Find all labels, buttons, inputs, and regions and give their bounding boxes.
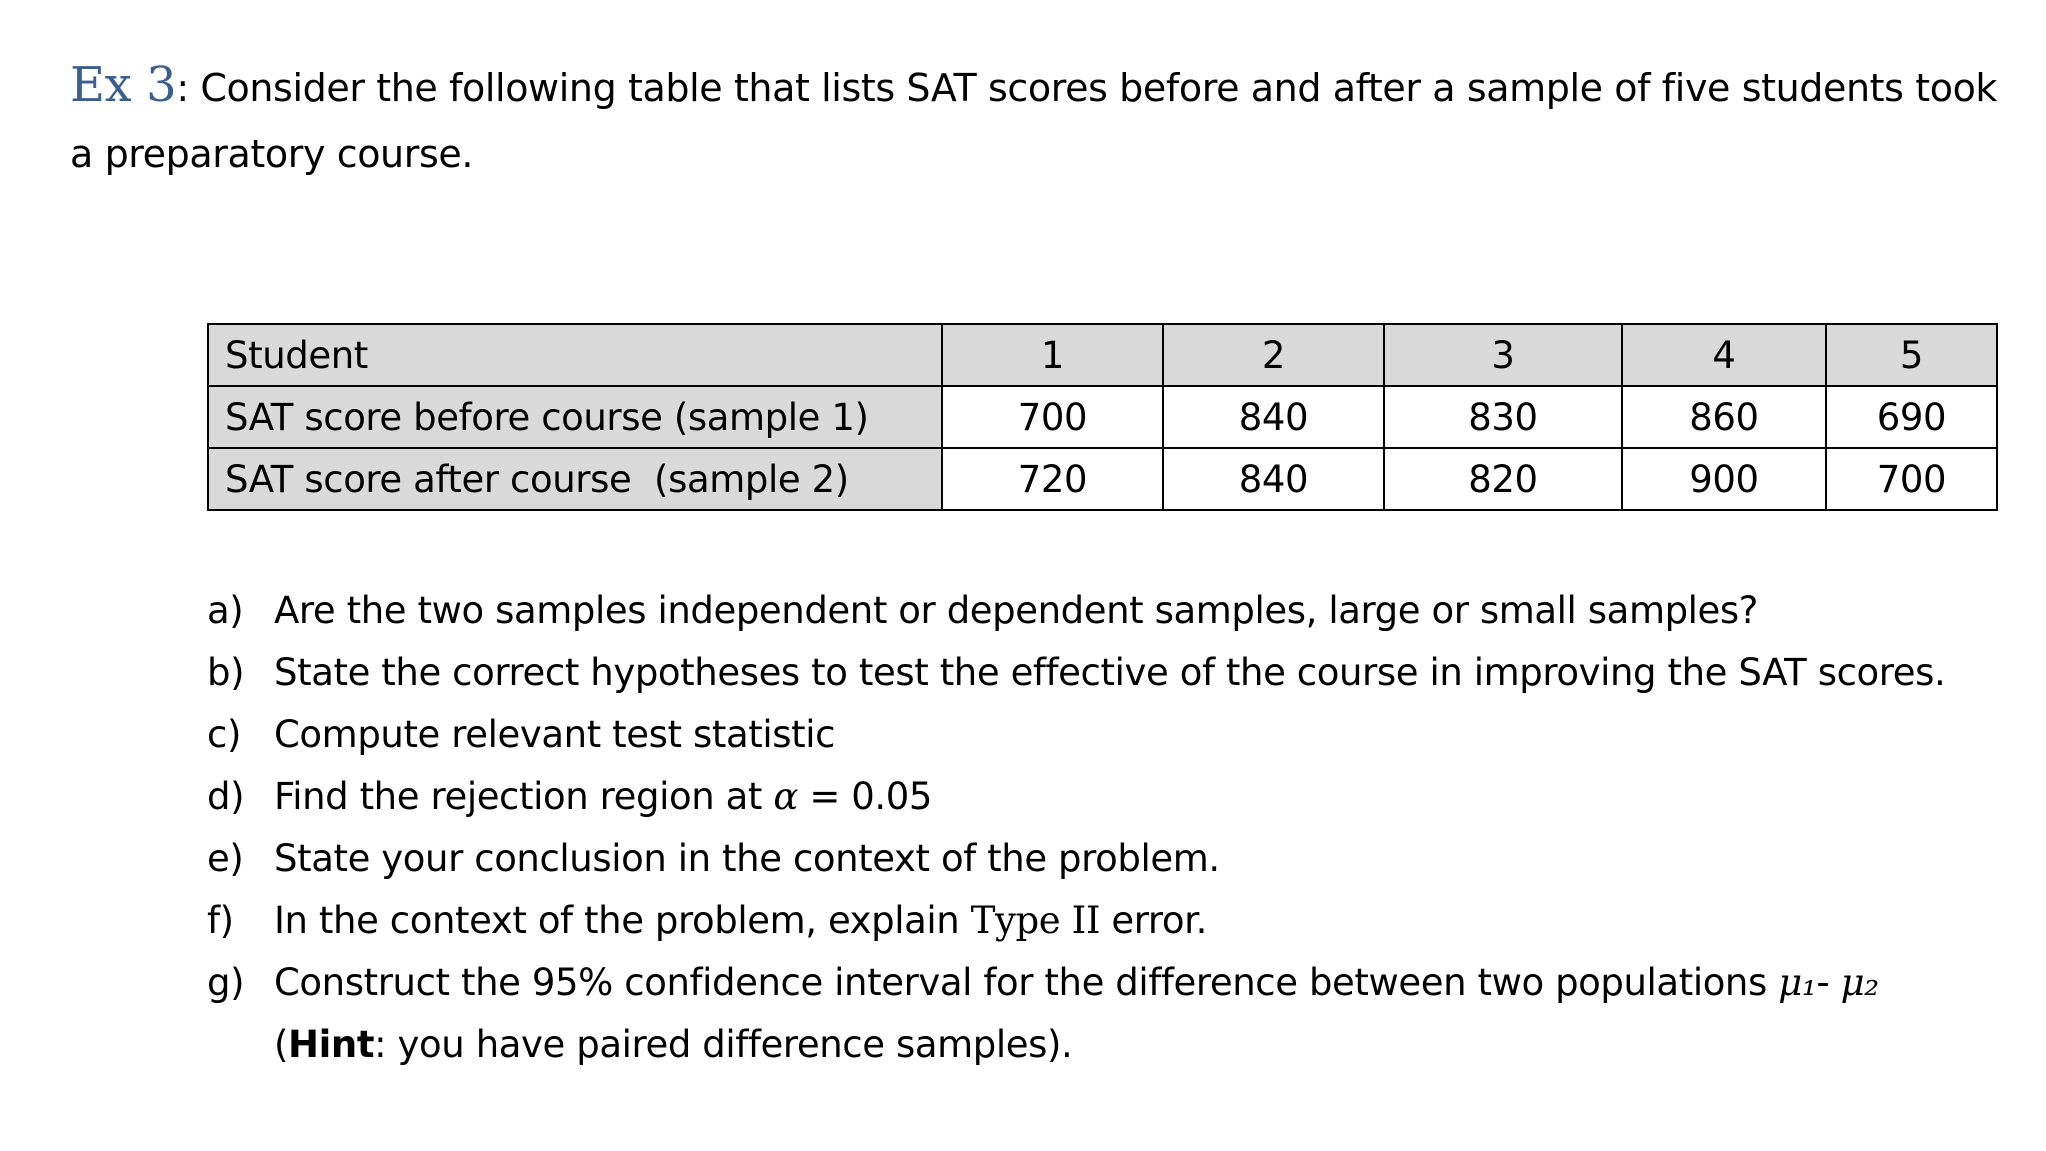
question-marker: b)	[207, 651, 245, 694]
question-item: b) State the correct hypotheses to test …	[207, 642, 2027, 704]
table-cell: 900	[1621, 447, 1827, 511]
question-marker: d)	[207, 775, 245, 818]
question-marker: c)	[207, 713, 241, 756]
hint-open: (	[274, 1023, 289, 1066]
question-text: State the correct hypotheses to test the…	[274, 651, 1946, 694]
table-row: SAT score after course (sample 2) 720 84…	[207, 447, 1998, 511]
question-text: Compute relevant test statistic	[274, 713, 836, 756]
question-text: Construct the 95% confidence interval fo…	[274, 961, 1779, 1004]
question-text-rest: = 0.05	[797, 775, 933, 818]
table-header-label: Student	[207, 323, 943, 387]
question-text: State your conclusion in the context of …	[274, 837, 1220, 880]
table-cell: 700	[941, 385, 1164, 449]
question-text: In the context of the problem, explain	[274, 899, 971, 942]
table-cell: 840	[1162, 447, 1385, 511]
table-cell: 840	[1162, 385, 1385, 449]
question-item: g) Construct the 95% confidence interval…	[207, 952, 2027, 1076]
table-row-label: SAT score before course (sample 1)	[207, 385, 943, 449]
table-row: SAT score before course (sample 1) 700 8…	[207, 385, 1998, 449]
table-cell: 720	[941, 447, 1164, 511]
table-row-label: SAT score after course (sample 2)	[207, 447, 943, 511]
table-cell: 820	[1383, 447, 1623, 511]
question-item: a) Are the two samples independent or de…	[207, 580, 2027, 642]
exercise-label: Ex 3	[70, 57, 177, 113]
question-marker: e)	[207, 837, 244, 880]
table-header-row: Student 1 2 3 4 5	[207, 323, 1998, 387]
minus-sign: -	[1816, 961, 1841, 1004]
question-text: Find the rejection region at	[274, 775, 774, 818]
question-item: d) Find the rejection region at α = 0.05	[207, 766, 2027, 828]
table-cell: 860	[1621, 385, 1827, 449]
question-marker: g)	[207, 961, 245, 1004]
question-marker: a)	[207, 589, 244, 632]
question-item: f) In the context of the problem, explai…	[207, 890, 2027, 952]
question-list: a) Are the two samples independent or de…	[207, 580, 2027, 1076]
table-header-cell: 4	[1621, 323, 1827, 387]
question-text: Are the two samples independent or depen…	[274, 589, 1759, 632]
table-header-cell: 2	[1162, 323, 1385, 387]
table-header-cell: 1	[941, 323, 1164, 387]
alpha-symbol: α	[773, 775, 798, 818]
mu2-symbol: μ₂	[1840, 961, 1879, 1004]
exercise-intro-text: : Consider the following table that list…	[70, 66, 1998, 176]
type-ii-term: Type II	[970, 899, 1101, 942]
sat-scores-table: Student 1 2 3 4 5 SAT score before cours…	[207, 323, 1998, 511]
question-marker: f)	[207, 899, 234, 942]
exercise-intro: Ex 3: Consider the following table that …	[70, 52, 2020, 187]
hint-text: : you have paired difference samples).	[374, 1023, 1073, 1066]
hint-label: Hint	[288, 1023, 375, 1066]
question-item: c) Compute relevant test statistic	[207, 704, 2027, 766]
table-cell: 830	[1383, 385, 1623, 449]
table-header-cell: 3	[1383, 323, 1623, 387]
question-item: e) State your conclusion in the context …	[207, 828, 2027, 890]
question-text-rest: error.	[1100, 899, 1207, 942]
table-cell: 700	[1825, 447, 1998, 511]
table-header-cell: 5	[1825, 323, 1998, 387]
table-cell: 690	[1825, 385, 1998, 449]
mu1-symbol: μ₁	[1778, 961, 1817, 1004]
